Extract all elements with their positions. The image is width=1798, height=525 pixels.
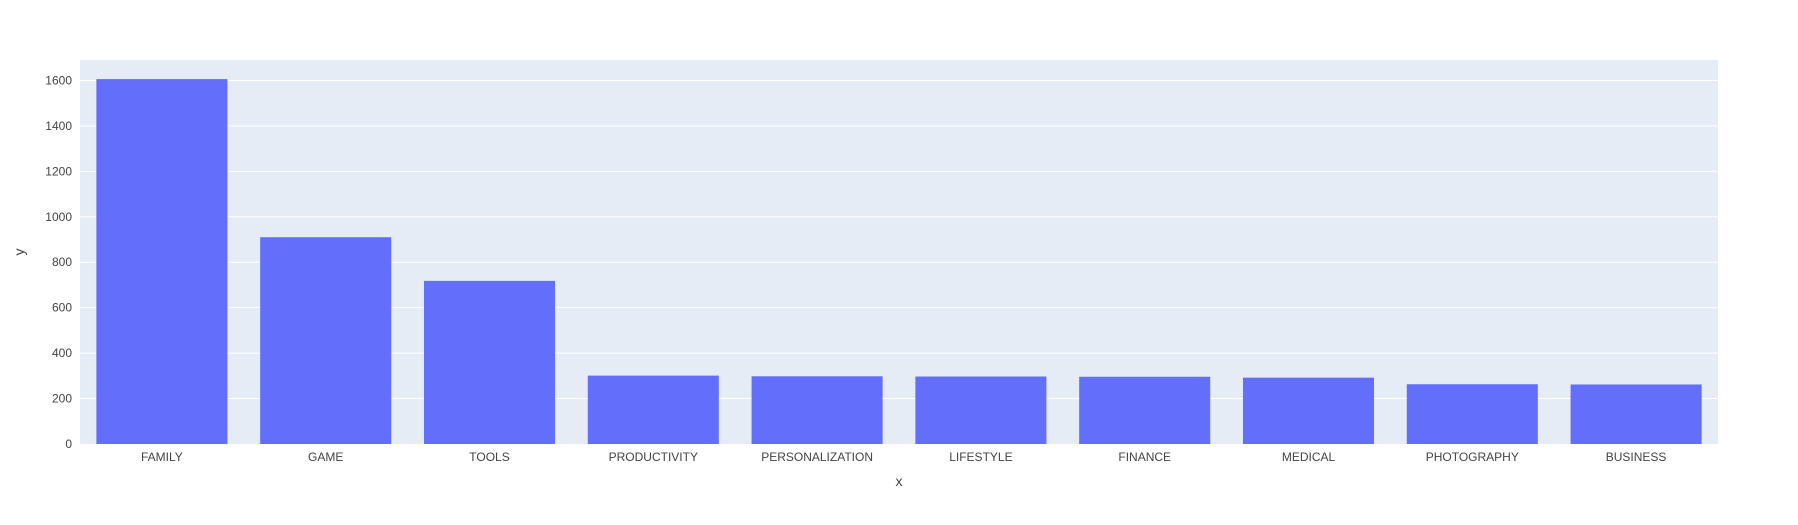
x-tick-label: TOOLS: [469, 450, 509, 464]
y-tick-label: 600: [52, 301, 72, 315]
y-tick-label: 200: [52, 392, 72, 406]
bar-game[interactable]: [260, 237, 392, 444]
bars: [96, 79, 1702, 444]
y-axis-ticks: 0 200 400 600 800 1000 1200 1400 1600: [45, 73, 72, 451]
bar-medical[interactable]: [1242, 377, 1375, 444]
x-tick-label: FAMILY: [141, 450, 183, 464]
y-tick-label: 1400: [45, 119, 72, 133]
x-tick-label: BUSINESS: [1606, 450, 1667, 464]
x-tick-label: MEDICAL: [1282, 450, 1336, 464]
y-tick-label: 1000: [45, 210, 72, 224]
y-tick-label: 0: [65, 437, 72, 451]
grid-lines: [80, 79, 1718, 400]
y-tick-label: 1200: [45, 164, 72, 178]
x-axis-title: x: [896, 473, 903, 489]
x-tick-label: GAME: [308, 450, 343, 464]
y-tick-label: 1600: [45, 73, 72, 87]
bar-personalization[interactable]: [751, 376, 883, 444]
bar-business[interactable]: [1570, 384, 1702, 444]
y-tick-label: 800: [52, 255, 72, 269]
bar-family[interactable]: [96, 79, 228, 444]
x-tick-label: PHOTOGRAPHY: [1426, 450, 1519, 464]
bar-photography[interactable]: [1406, 384, 1538, 444]
x-axis-ticks: FAMILY GAME TOOLS PRODUCTIVITY PERSONALIZATI…: [141, 450, 1666, 464]
x-tick-label: FINANCE: [1118, 450, 1171, 464]
x-tick-label: LIFESTYLE: [949, 450, 1012, 464]
y-axis-title: y: [11, 249, 27, 256]
x-tick-label: PRODUCTIVITY: [609, 450, 698, 464]
bar-productivity[interactable]: [587, 375, 719, 444]
bar-tools[interactable]: [423, 280, 556, 444]
bar-finance[interactable]: [1079, 376, 1211, 444]
bar-lifestyle[interactable]: [915, 376, 1047, 444]
x-tick-label: PERSONALIZATION: [761, 450, 873, 464]
y-tick-label: 400: [52, 346, 72, 360]
